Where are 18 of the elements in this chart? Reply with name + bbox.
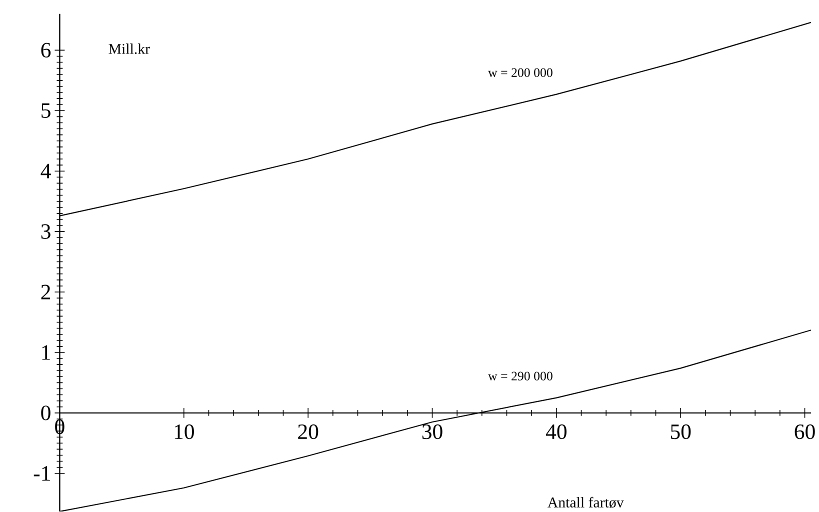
y-tick-label: 4	[40, 164, 51, 178]
series-label: w = 200 000	[488, 68, 552, 77]
y-tick-label: 2	[41, 284, 50, 300]
y-tick-label: 0	[41, 406, 50, 420]
y-tick-label: -1	[34, 466, 50, 481]
x-axis-title: Antall fartøv	[548, 496, 624, 508]
y-axis-title: Mill.kr	[108, 43, 150, 54]
series-label: w = 290 000	[488, 372, 552, 380]
x-tick-label: 10	[174, 424, 194, 440]
y-tick-label: 1	[42, 345, 50, 360]
x-tick-label: 30	[422, 424, 442, 440]
y-tick-label: 5	[42, 103, 50, 118]
x-tick-label: 50	[670, 424, 691, 440]
x-tick-label: 60	[794, 424, 815, 440]
x-tick-label: 40	[546, 424, 567, 440]
y-tick-label: 6	[41, 42, 51, 58]
x-tick-label: 20	[298, 424, 318, 440]
y-tick-label: 3	[41, 224, 50, 239]
